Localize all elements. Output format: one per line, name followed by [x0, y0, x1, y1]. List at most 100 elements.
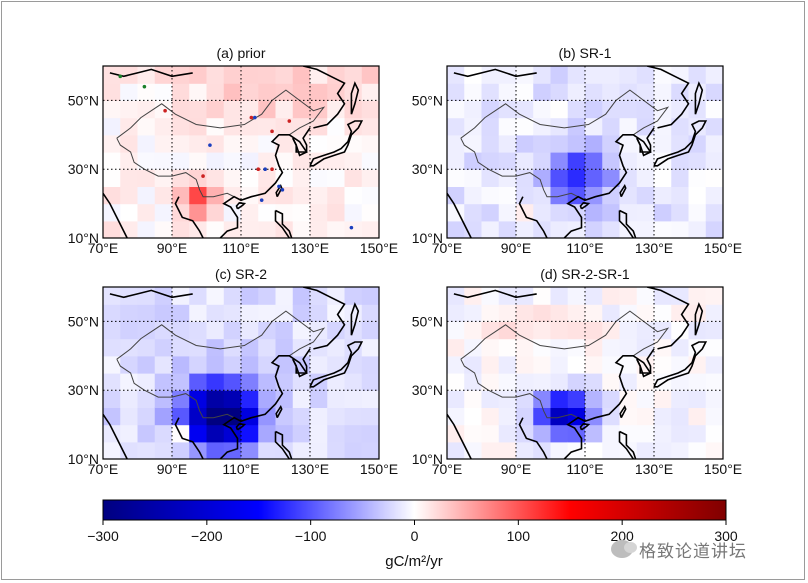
heatmap-cell	[688, 441, 707, 459]
station-marker	[287, 119, 292, 123]
panel-title: (d) SR-2-SR-1	[540, 266, 630, 282]
heatmap-cell	[292, 373, 311, 391]
station-marker	[270, 129, 274, 134]
heatmap-cell	[344, 407, 363, 426]
station-marker	[208, 143, 212, 147]
heatmap-cell	[585, 373, 603, 391]
heatmap-cell	[206, 169, 225, 187]
heatmap-cell	[361, 117, 379, 136]
heatmap-cell	[567, 355, 586, 374]
heatmap-cell	[481, 220, 500, 238]
x-tick-label: 150°E	[704, 461, 742, 477]
heatmap-cell	[344, 203, 363, 222]
coastline	[646, 287, 690, 350]
heatmap-cell	[602, 338, 621, 357]
station-marker	[349, 225, 354, 230]
heatmap-cell	[275, 287, 294, 305]
heatmap-cell	[481, 100, 500, 119]
heatmap-cell	[223, 66, 242, 84]
heatmap-cell	[120, 83, 139, 101]
heatmap-cell	[671, 441, 690, 459]
heatmap-cell	[258, 304, 277, 322]
heatmap-cell	[654, 424, 672, 443]
x-tick-label: 150°E	[704, 240, 742, 256]
heatmap-cell	[292, 424, 311, 443]
heatmap-cell	[533, 203, 552, 222]
heatmap-cell	[636, 186, 655, 205]
station-marker	[277, 184, 281, 189]
heatmap-cell	[241, 169, 259, 187]
heatmap-cell	[516, 117, 534, 136]
heatmap-cell	[275, 134, 294, 153]
coastline	[275, 183, 283, 198]
heatmap-cell	[585, 287, 603, 305]
heatmap-cell	[619, 203, 638, 222]
heatmap-cell	[344, 441, 363, 459]
x-tick-label: 70°E	[432, 240, 463, 256]
heatmap-cell	[516, 152, 534, 170]
heatmap-cell	[206, 220, 225, 238]
heatmap-cell	[258, 355, 277, 374]
heatmap-cell	[550, 100, 569, 119]
x-tick-label: 130°E	[635, 461, 673, 477]
heatmap-cell	[533, 83, 552, 101]
heatmap-cell	[464, 134, 483, 153]
heatmap-cell	[120, 100, 139, 119]
x-tick-label: 130°E	[635, 240, 673, 256]
heatmap-cell	[361, 304, 379, 322]
heatmap-cell	[481, 338, 500, 357]
heatmap-cell	[361, 424, 379, 443]
heatmap-cell	[241, 186, 259, 205]
heatmap-cell	[206, 338, 225, 357]
map-panel-a: (a) prior 70°E 90°E 110°E 130°E 150°E 50°N 30°N…	[68, 45, 398, 256]
heatmap-cell	[361, 83, 379, 101]
heatmap-cell	[516, 424, 534, 443]
heatmap-cell	[206, 117, 225, 136]
heatmap-cell	[241, 134, 259, 153]
heatmap-cell	[258, 220, 277, 238]
coastline	[653, 120, 708, 167]
heatmap-cell	[671, 338, 690, 357]
heatmap-cell	[310, 169, 328, 187]
heatmap-cell	[223, 373, 242, 391]
heatmap-cell	[498, 390, 517, 408]
x-tick-label: 110°E	[566, 461, 603, 477]
coastline	[103, 413, 129, 459]
heatmap-cell	[447, 321, 465, 340]
heatmap-cell	[137, 441, 156, 459]
y-tick-label: 50°N	[68, 313, 99, 329]
heatmap-cell	[137, 321, 156, 340]
heatmap-cell	[464, 203, 483, 222]
heatmap-cell	[258, 83, 277, 101]
heatmap-cell	[671, 355, 690, 374]
heatmap-cell	[602, 355, 621, 374]
coastline	[653, 341, 708, 388]
heatmap-cell	[154, 100, 173, 119]
coastline	[694, 81, 704, 115]
station-marker	[163, 108, 167, 113]
heatmap-cell	[585, 304, 603, 322]
heatmap-cell	[619, 390, 638, 408]
heatmap-cell	[464, 152, 483, 170]
heatmap-cell	[172, 304, 190, 322]
heatmap-cell	[189, 424, 208, 443]
heatmap-cell	[636, 100, 655, 119]
heatmap-cell	[154, 117, 173, 136]
heatmap-cell	[516, 169, 534, 187]
heatmap-cell	[688, 134, 707, 153]
heatmap-cell	[671, 203, 690, 222]
heatmap-cell	[310, 441, 328, 459]
heatmap-cell	[464, 169, 483, 187]
heatmap-cell	[464, 355, 483, 374]
heatmap-cell	[705, 83, 723, 101]
heatmap-cell	[241, 83, 259, 101]
heatmap-cell	[172, 83, 190, 101]
heatmap-cell	[189, 321, 208, 340]
heatmap-cell	[550, 186, 569, 205]
heatmap-cell	[327, 186, 346, 205]
heatmap-cell	[498, 373, 517, 391]
colorbar-bar	[102, 499, 727, 521]
heatmap-cell	[602, 100, 621, 119]
heatmap-cell	[361, 373, 379, 391]
heatmap-cell	[464, 407, 483, 426]
